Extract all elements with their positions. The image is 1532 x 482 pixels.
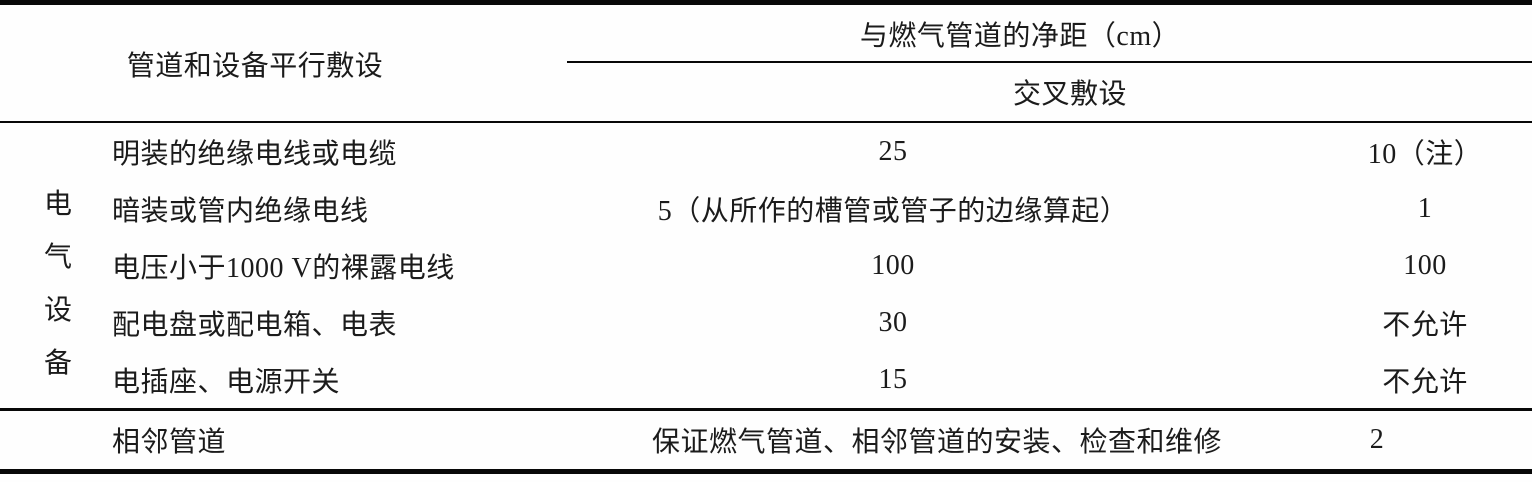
parallel-value: 25	[878, 135, 908, 167]
category-label-char: 电	[43, 189, 72, 220]
row-item-label: 明装的绝缘电线或电缆	[112, 138, 398, 170]
parallel-value: 保证燃气管道、相邻管道的安装、检查和维修	[651, 427, 1222, 458]
parallel-value: 30	[878, 306, 908, 338]
table-row: 明装的绝缘电线或电缆 25 10（注）	[0, 123, 1532, 180]
category-label-char: 气	[43, 242, 72, 273]
category-label-char: 备	[43, 348, 72, 379]
footer-row-top-rule	[0, 408, 1532, 411]
header-bottom-rule	[0, 121, 1532, 123]
category-label-electrical-equipment: 电 气 设 备	[22, 123, 94, 409]
table-row: 配电盘或配电箱、电表 30 不允许	[0, 294, 1532, 351]
table-row-adjacent-piping: 相邻管道 保证燃气管道、相邻管道的安装、检查和维修 2	[0, 411, 1532, 469]
stub-header: 管道和设备平行敷设	[126, 50, 384, 82]
table-row: 电插座、电源开关 15 不允许	[0, 351, 1532, 408]
col-group-header: 与燃气管道的净距（cm）	[859, 20, 1181, 52]
row-item-label: 电压小于1000 V的裸露电线	[112, 252, 455, 284]
row-item-label: 暗装或管内绝缘电线	[112, 195, 369, 227]
cross-value: 2	[1369, 424, 1385, 455]
group-header-underline	[567, 61, 1532, 63]
cross-value: 10（注）	[1367, 138, 1483, 170]
table-row: 暗装或管内绝缘电线 5（从所作的槽管或管子的边缘算起） 1	[0, 180, 1532, 237]
row-item-label: 配电盘或配电箱、电表	[112, 309, 398, 341]
parallel-value: 15	[878, 363, 908, 395]
table-top-border	[0, 0, 1532, 5]
category-label-char: 设	[43, 295, 72, 326]
cross-value: 不允许	[1382, 366, 1468, 398]
cross-value: 不允许	[1382, 309, 1468, 341]
row-item-label: 相邻管道	[112, 427, 227, 458]
table-bottom-border	[0, 469, 1532, 474]
table-row: 电压小于1000 V的裸露电线 100 100	[0, 237, 1532, 294]
row-item-label: 电插座、电源开关	[112, 366, 341, 398]
cross-value: 100	[1403, 249, 1447, 281]
sub-col-header: 交叉敷设	[1012, 79, 1127, 110]
parallel-value: 100	[871, 249, 915, 281]
parallel-value: 5（从所作的槽管或管子的边缘算起）	[657, 195, 1129, 227]
cross-value: 1	[1417, 192, 1433, 224]
